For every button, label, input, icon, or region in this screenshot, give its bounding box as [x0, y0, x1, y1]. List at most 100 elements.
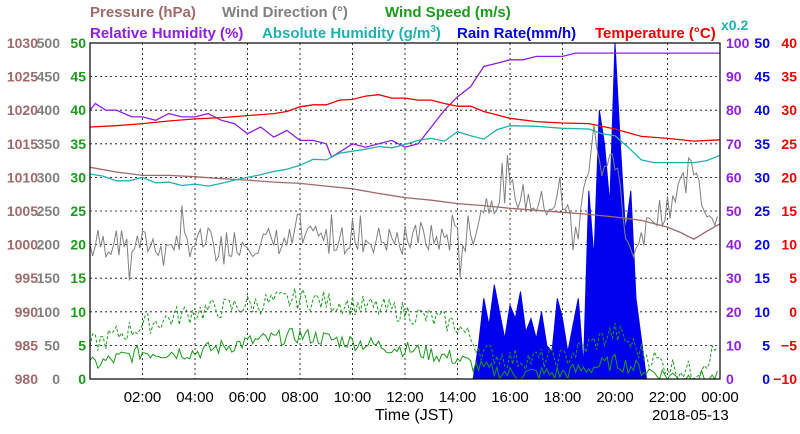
wind-direction-tick-label: 500 [37, 35, 61, 51]
wind-speed-tick-label: 40 [70, 102, 86, 118]
pressure-tick-label: 1015 [7, 136, 38, 152]
legend-pressure: Pressure (hPa) [90, 4, 196, 21]
relative-humidity-tick-label: 80 [726, 102, 742, 118]
wind-speed-tick-label: 30 [70, 169, 86, 185]
wind-speed-tick-label: 10 [70, 304, 86, 320]
temperature-tick-label: −5 [781, 337, 797, 353]
relative-humidity-tick-label: 40 [726, 237, 742, 253]
x-tick-label: 06:00 [229, 389, 267, 406]
rain-rate-tick-label: 45 [754, 69, 770, 85]
x-tick-label: 08:00 [281, 389, 319, 406]
relative-humidity-tick-label: 60 [726, 169, 742, 185]
pressure-tick-label: 1025 [7, 69, 38, 85]
x-tick-label: 22:00 [649, 389, 687, 406]
temperature-tick-label: 0 [789, 304, 797, 320]
rain-rate-tick-label: 35 [754, 136, 770, 152]
temperature-tick-label: 20 [781, 169, 797, 185]
rain-rate-tick-label: 40 [754, 102, 770, 118]
legend-temperature: Temperature (°C) [595, 25, 716, 42]
wind-speed-m-s-mean-series [89, 327, 718, 381]
pressure-hpa-series [89, 166, 721, 240]
legend-wind-direction: Wind Direction (°) [222, 4, 348, 21]
x-tick-label: 00:00 [701, 389, 739, 406]
wind-speed-tick-label: 35 [70, 136, 86, 152]
pressure-tick-label: 990 [15, 304, 39, 320]
wind-direction-tick-label: 350 [37, 136, 61, 152]
temperature-tick-label: 5 [789, 270, 797, 286]
rain-rate-tick-label: 0 [762, 371, 770, 387]
pressure-tick-label: 985 [15, 337, 39, 353]
pressure-tick-label: 980 [15, 371, 39, 387]
x-axis-title: Time (JST) [375, 407, 454, 424]
legend-absolute-humidity-close: ) [436, 25, 441, 42]
plot-frame [89, 42, 721, 380]
relative-humidity-tick-label: 50 [726, 203, 742, 219]
temperature-tick-label: 25 [781, 136, 797, 152]
temperature-c-series [89, 94, 721, 142]
legend-abs-humidity-factor: x0.2 [721, 17, 748, 33]
temperature-tick-label: 35 [781, 69, 797, 85]
wind-direction-tick-label: 100 [37, 304, 61, 320]
rain-rate-tick-label: 50 [754, 35, 770, 51]
x-tick-label: 16:00 [491, 389, 529, 406]
wind-direction-tick-label: 150 [37, 270, 61, 286]
wind-speed-tick-label: 5 [78, 337, 86, 353]
wind-direction-tick-label: 0 [52, 371, 60, 387]
temperature-tick-label: −10 [773, 371, 797, 387]
x-tick-label: 14:00 [439, 389, 477, 406]
legend-wind-speed: Wind Speed (m/s) [385, 4, 511, 21]
relative-humidity-tick-label: 100 [726, 35, 750, 51]
x-tick-label: 20:00 [596, 389, 634, 406]
plot-area [89, 42, 721, 381]
rain-rate-tick-label: 25 [754, 203, 770, 219]
absolute-humidity-g-m3-x0-2-series [89, 125, 721, 187]
x-tick-label: 04:00 [176, 389, 214, 406]
relative-humidity-tick-label: 10 [726, 337, 742, 353]
legend-rain-rate: Rain Rate(mm/h) [457, 25, 576, 42]
pressure-tick-label: 1030 [7, 35, 38, 51]
wind-speed-tick-label: 45 [70, 69, 86, 85]
pressure-tick-label: 1020 [7, 102, 38, 118]
legend: Pressure (hPa) Wind Direction (°) Wind S… [90, 4, 748, 42]
pressure-tick-label: 995 [15, 270, 39, 286]
wind-speed-tick-label: 0 [78, 371, 86, 387]
relative-humidity-tick-label: 30 [726, 270, 742, 286]
temperature-tick-label: 10 [781, 237, 797, 253]
relative-humidity-tick-label: 20 [726, 304, 742, 320]
rain-rate-tick-label: 20 [754, 237, 770, 253]
wind-direction-tick-label: 250 [37, 203, 61, 219]
relative-humidity-series [89, 52, 720, 159]
wind-direction-tick-label: 400 [37, 102, 61, 118]
tick-labels: 1030102510201015101010051000995990985980… [7, 35, 797, 406]
rain-rate-tick-label: 30 [754, 169, 770, 185]
legend-absolute-humidity-sup: 3 [430, 24, 436, 35]
x-tick-label: 12:00 [386, 389, 424, 406]
wind-direction-tick-label: 450 [37, 69, 61, 85]
relative-humidity-tick-label: 70 [726, 136, 742, 152]
x-tick-label: 10:00 [334, 389, 372, 406]
legend-absolute-humidity-text: Absolute Humidity (g/m [262, 25, 430, 42]
rain-rate-tick-label: 10 [754, 304, 770, 320]
pressure-tick-label: 1010 [7, 169, 38, 185]
pressure-tick-label: 1005 [7, 203, 38, 219]
wind-speed-m-s-gust-series [89, 287, 718, 380]
x-tick-label: 02:00 [124, 389, 162, 406]
pressure-tick-label: 1000 [7, 237, 38, 253]
wind-speed-tick-label: 15 [70, 270, 86, 286]
wind-speed-tick-label: 25 [70, 203, 86, 219]
relative-humidity-tick-label: 90 [726, 69, 742, 85]
wind-direction-tick-label: 300 [37, 169, 61, 185]
temperature-tick-label: 30 [781, 102, 797, 118]
legend-absolute-humidity: Absolute Humidity (g/m3) [262, 24, 441, 42]
wind-direction-tick-label: 200 [37, 237, 61, 253]
wind-speed-tick-label: 20 [70, 237, 86, 253]
temperature-tick-label: 40 [781, 35, 797, 51]
legend-relative-humidity: Relative Humidity (%) [90, 25, 243, 42]
rain-rate-mm-h-series [472, 42, 648, 380]
wind-speed-tick-label: 50 [70, 35, 86, 51]
date-label: 2018-05-13 [652, 407, 729, 424]
temperature-tick-label: 15 [781, 203, 797, 219]
wind-direction-series [89, 125, 718, 281]
wind-direction-tick-label: 50 [44, 337, 60, 353]
